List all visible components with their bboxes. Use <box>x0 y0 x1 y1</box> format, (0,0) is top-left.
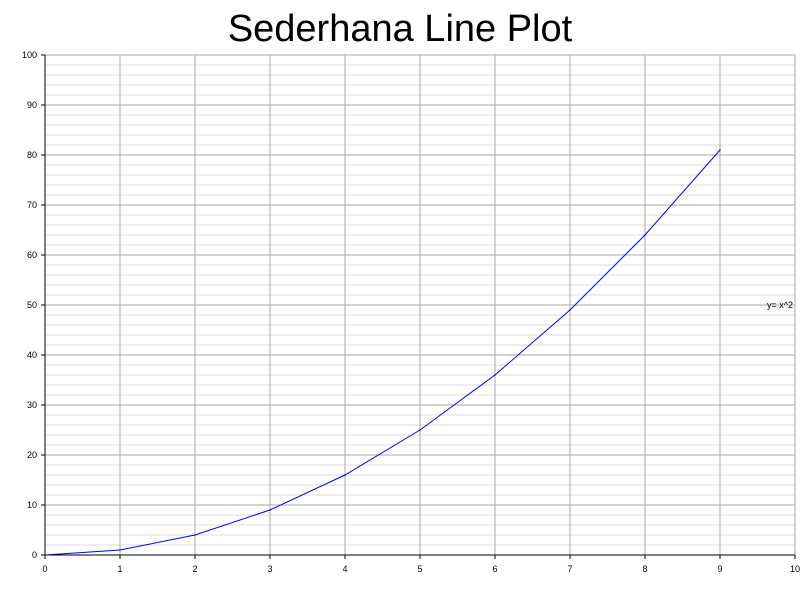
x-tick-label: 7 <box>567 564 572 574</box>
chart-title: Sederhana Line Plot <box>228 8 573 50</box>
y-tick-label: 40 <box>27 350 37 360</box>
y-tick-label: 100 <box>22 50 37 60</box>
data-point <box>419 429 421 431</box>
x-tick-label: 4 <box>342 564 347 574</box>
x-tick-label: 6 <box>492 564 497 574</box>
data-point <box>119 549 121 551</box>
x-tick-label: 3 <box>267 564 272 574</box>
x-tick-label: 0 <box>42 564 47 574</box>
series-line <box>44 149 721 556</box>
x-tick-label: 1 <box>117 564 122 574</box>
data-point <box>494 374 496 376</box>
y-tick-label: 60 <box>27 250 37 260</box>
plot-area <box>44 149 721 556</box>
y-tick-label: 80 <box>27 150 37 160</box>
x-tick-label: 5 <box>417 564 422 574</box>
x-tick-label: 10 <box>790 564 800 574</box>
grid <box>44 54 796 556</box>
y-tick-label: 20 <box>27 450 37 460</box>
x-tick-label: 9 <box>717 564 722 574</box>
y-tick-label: 70 <box>27 200 37 210</box>
y-tick-label: 90 <box>27 100 37 110</box>
y-tick-label: 10 <box>27 500 37 510</box>
data-point <box>644 234 646 236</box>
data-point <box>269 509 271 511</box>
axes <box>41 54 796 559</box>
y-tick-label: 50 <box>27 300 37 310</box>
data-point <box>194 534 196 536</box>
y-tick-label: 0 <box>32 550 37 560</box>
x-tick-label: 8 <box>642 564 647 574</box>
annotations: y= x^2 <box>767 300 793 310</box>
data-point <box>569 309 571 311</box>
data-point <box>44 554 46 556</box>
x-tick-label: 2 <box>192 564 197 574</box>
annotation-label: y= x^2 <box>767 300 793 310</box>
data-point <box>719 149 721 151</box>
data-point <box>344 474 346 476</box>
y-tick-label: 30 <box>27 400 37 410</box>
